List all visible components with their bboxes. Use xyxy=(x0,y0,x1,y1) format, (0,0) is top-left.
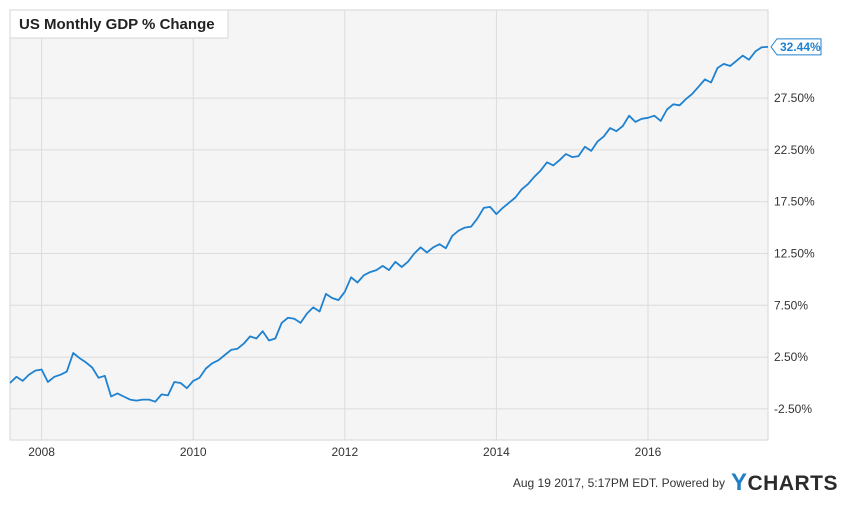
title-box: US Monthly GDP % Change xyxy=(9,9,229,39)
title-background xyxy=(9,9,229,39)
y-tick-label: 17.50% xyxy=(774,195,815,209)
footer: Aug 19 2017, 5:17PM EDT. Powered by YCHA… xyxy=(513,469,838,497)
ycharts-logo-text: CHARTS xyxy=(747,472,838,495)
y-tick-label: 22.50% xyxy=(774,143,815,157)
ycharts-logo[interactable]: YCHARTS xyxy=(731,469,838,497)
x-tick-label: 2010 xyxy=(180,445,207,459)
y-tick-label: 27.50% xyxy=(774,91,815,105)
x-tick-label: 2014 xyxy=(483,445,510,459)
x-tick-label: 2016 xyxy=(635,445,662,459)
y-tick-label: 2.50% xyxy=(774,350,808,364)
series-line xyxy=(9,46,769,403)
x-axis: 2008 2010 2012 2014 2016 xyxy=(28,445,661,459)
x-tick-label: 2008 xyxy=(28,445,55,459)
last-value-label: 32.44% xyxy=(780,40,821,54)
gridlines xyxy=(10,10,768,440)
y-tick-label: 7.50% xyxy=(774,298,808,312)
chart-title: US Monthly GDP % Change xyxy=(19,16,215,33)
ycharts-logo-y: Y xyxy=(730,469,748,496)
x-tick-label: 2012 xyxy=(331,445,358,459)
y-tick-label: 12.50% xyxy=(774,246,815,260)
footer-timestamp: Aug 19 2017, 5:17PM EDT. Powered by xyxy=(512,476,725,490)
last-value-badge: 32.44% xyxy=(770,38,822,56)
y-axis: -2.50% 2.50% 7.50% 12.50% 17.50% 22.50% 27.50% xyxy=(774,91,815,416)
last-value-badge-shape xyxy=(770,38,822,56)
y-tick-label: -2.50% xyxy=(774,402,812,416)
plot-background xyxy=(9,9,769,441)
